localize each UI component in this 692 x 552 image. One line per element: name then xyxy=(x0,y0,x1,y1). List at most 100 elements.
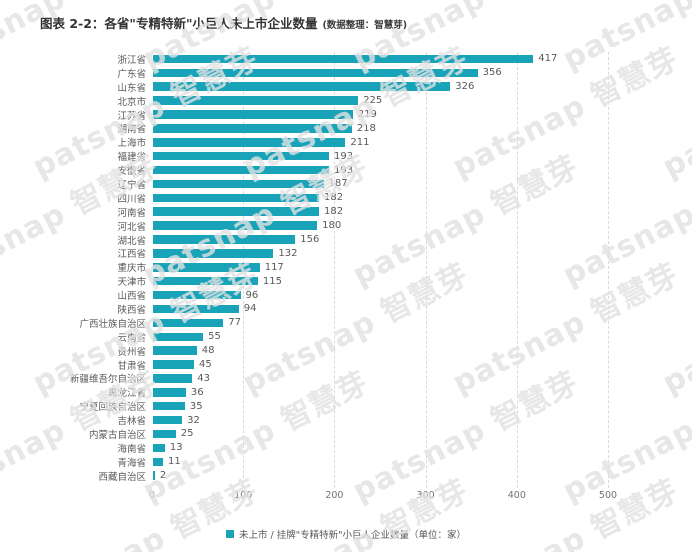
bar xyxy=(153,221,318,230)
value-label: 193 xyxy=(334,150,354,162)
chart-row: 北京市 225 xyxy=(0,94,692,108)
category-label: 贵州省 xyxy=(117,346,146,358)
x-tick-label: 200 xyxy=(325,490,344,501)
chart-row: 云南省 55 xyxy=(0,330,692,344)
category-label: 湖南省 xyxy=(117,124,146,136)
value-label: 55 xyxy=(208,331,221,343)
category-label: 陕西省 xyxy=(117,304,146,316)
chart-row: 内蒙古自治区 25 xyxy=(0,427,692,441)
category-label: 湖北省 xyxy=(117,235,146,247)
bar xyxy=(153,96,359,105)
chart-row: 海南省 13 xyxy=(0,441,692,455)
chart-row: 广东省 356 xyxy=(0,66,692,80)
chart-row: 湖北省 156 xyxy=(0,233,692,247)
category-label: 内蒙古自治区 xyxy=(88,430,146,441)
x-tick-label: 0 xyxy=(148,490,156,501)
category-label: 河南省 xyxy=(117,207,146,219)
chart-row: 四川省 182 xyxy=(0,191,692,205)
x-tick-label: 400 xyxy=(507,490,526,501)
category-label: 上海市 xyxy=(117,138,146,150)
gridline xyxy=(425,52,427,488)
chart-row: 宁夏回族自治区 35 xyxy=(0,399,692,414)
bar xyxy=(153,179,324,189)
bar xyxy=(153,318,224,328)
chart-row: 福建省 193 xyxy=(0,149,692,164)
value-label: 45 xyxy=(199,359,212,371)
bar xyxy=(153,124,352,133)
chart-row: 安徽省 193 xyxy=(0,163,692,178)
category-label: 河北省 xyxy=(117,221,146,233)
legend-swatch-icon xyxy=(226,530,234,538)
category-label: 安徽省 xyxy=(117,166,146,178)
bar xyxy=(153,82,451,91)
value-label: 77 xyxy=(228,317,241,329)
category-label: 青海省 xyxy=(117,457,146,469)
value-label: 115 xyxy=(262,275,282,287)
value-label: 187 xyxy=(328,178,348,190)
bar xyxy=(153,401,185,411)
category-label: 西藏自治区 xyxy=(98,471,146,483)
category-label: 江苏省 xyxy=(117,110,146,122)
value-label: 96 xyxy=(245,289,259,301)
bar xyxy=(153,304,239,314)
bar xyxy=(153,249,274,258)
value-label: 94 xyxy=(243,303,257,315)
category-label: 重庆市 xyxy=(117,263,146,275)
bar xyxy=(153,138,346,147)
category-label: 福建省 xyxy=(117,152,146,164)
category-label: 辽宁省 xyxy=(117,179,146,191)
chart-row: 天津市 115 xyxy=(0,274,692,289)
chart-row: 河南省 182 xyxy=(0,205,692,219)
category-label: 广东省 xyxy=(117,68,146,80)
bar xyxy=(153,415,183,425)
chart-row: 江苏省 219 xyxy=(0,108,692,122)
chart-row: 贵州省 48 xyxy=(0,344,692,358)
value-label: 48 xyxy=(201,345,215,357)
bar xyxy=(153,471,155,480)
value-label: 25 xyxy=(180,428,194,440)
x-tick-label: 100 xyxy=(234,490,253,501)
bar xyxy=(153,388,186,397)
value-label: 117 xyxy=(264,261,284,273)
category-label: 天津市 xyxy=(117,277,146,289)
chart-row: 湖南省 218 xyxy=(0,121,692,136)
category-label: 海南省 xyxy=(117,443,146,455)
chart-title: 图表 2-2：各省"专精特新"小巨人未上市企业数量 xyxy=(40,16,318,31)
bar xyxy=(153,457,164,467)
gridline xyxy=(516,52,518,488)
chart-subtitle: (数据整理：智慧芽) xyxy=(322,20,408,31)
bar xyxy=(153,151,330,161)
chart-row: 甘肃省 45 xyxy=(0,358,692,372)
category-label: 山西省 xyxy=(117,291,146,303)
chart-row: 江西省 132 xyxy=(0,246,692,261)
chart-row: 山西省 96 xyxy=(0,288,692,303)
bar xyxy=(153,110,353,119)
gridline xyxy=(608,52,609,488)
value-label: 356 xyxy=(482,67,502,79)
chart-header: 图表 2-2：各省"专精特新"小巨人未上市企业数量 (数据整理：智慧芽) xyxy=(40,13,407,32)
bar-chart: 浙江省 417 广东省 356 山东省 326 北京市 225 江苏省 219 湖南省 218 上海市 2… xyxy=(0,52,692,483)
bar xyxy=(153,346,197,355)
value-label: 182 xyxy=(323,206,344,218)
value-label: 132 xyxy=(278,247,298,259)
chart-row: 青海省 11 xyxy=(0,455,692,469)
value-label: 326 xyxy=(455,81,475,93)
category-label: 云南省 xyxy=(117,332,146,344)
bar xyxy=(153,374,193,383)
category-label: 江西省 xyxy=(117,249,146,261)
bar xyxy=(153,235,296,244)
bar xyxy=(153,68,478,78)
category-label: 山东省 xyxy=(117,82,146,94)
gridline xyxy=(334,52,336,488)
value-label: 35 xyxy=(189,400,203,412)
category-label: 广西壮族自治区 xyxy=(79,318,146,330)
bar xyxy=(153,165,330,175)
bar xyxy=(153,332,204,341)
value-label: 218 xyxy=(356,122,376,134)
chart-row: 浙江省 417 xyxy=(0,52,692,66)
chart-row: 新疆维吾尔自治区 43 xyxy=(0,371,692,386)
value-label: 32 xyxy=(187,414,200,426)
value-label: 13 xyxy=(169,442,183,454)
value-label: 36 xyxy=(190,386,204,398)
